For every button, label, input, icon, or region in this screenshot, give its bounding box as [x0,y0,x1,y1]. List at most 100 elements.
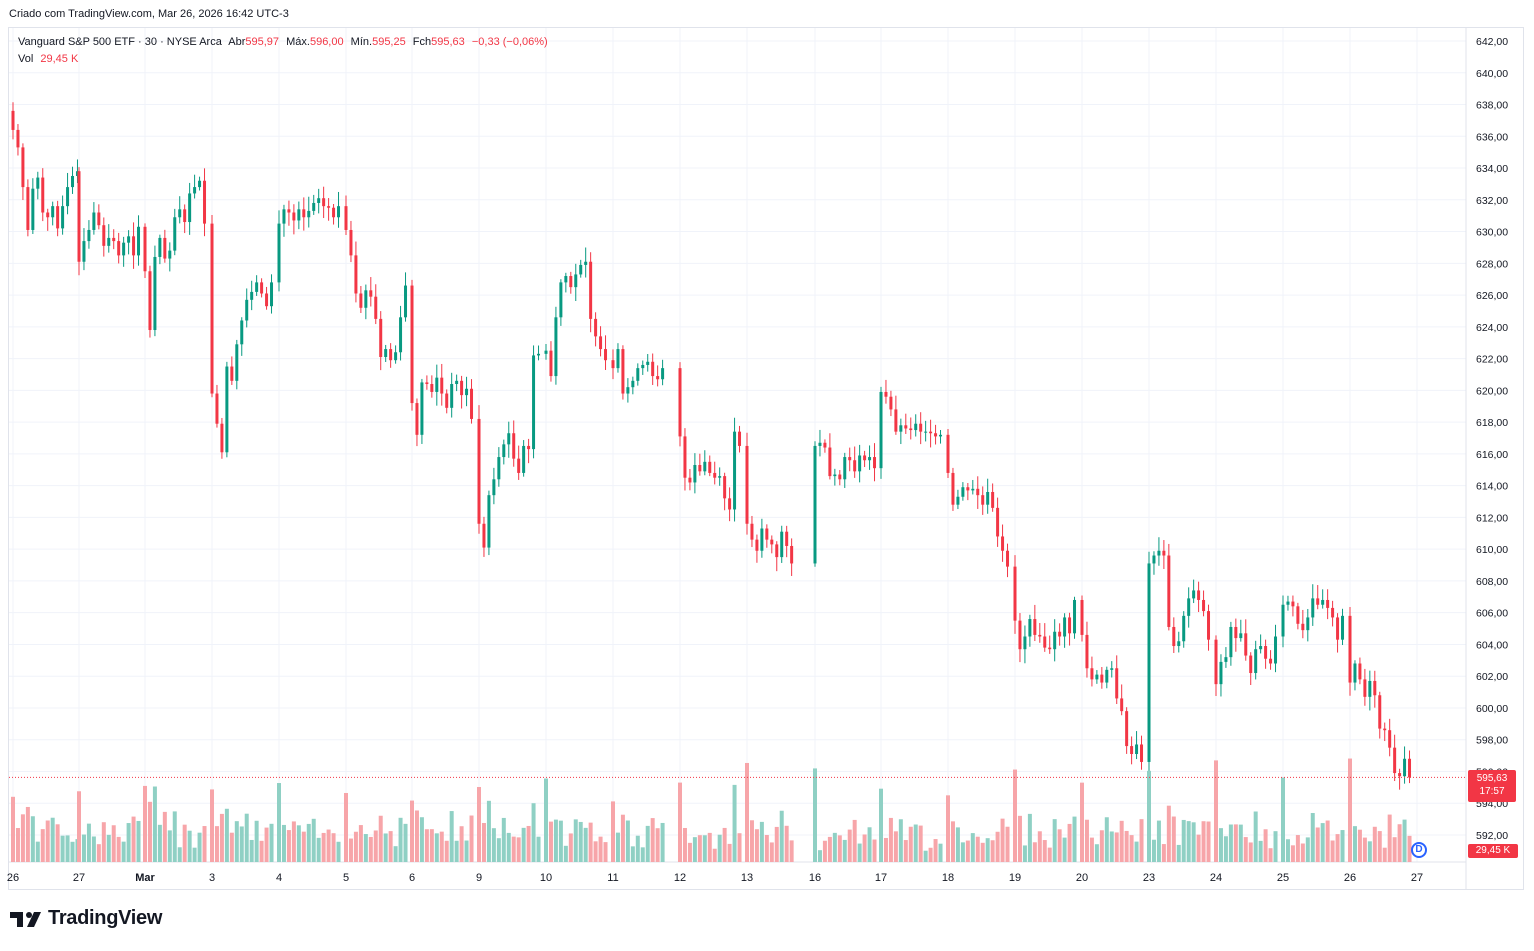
candle-body [723,476,727,499]
candle-body [168,250,172,259]
volume-bar [611,801,615,862]
candle-body [477,418,481,524]
attribution-text: Criado com TradingView.com, Mar 26, 2026… [9,8,289,20]
candle-body [87,229,91,242]
volume-bar [1300,843,1305,862]
candle-body [765,528,769,540]
volume-bar [254,820,259,862]
candle-body [51,206,55,218]
candle-body [884,391,888,397]
candle-body [1234,626,1238,639]
volume-bar [879,788,883,862]
candle-body [1033,619,1037,635]
volume-bar [1196,834,1201,862]
candle-body [71,175,75,188]
volume-bar [1166,805,1171,862]
volume-bar [234,821,239,862]
candle-body [440,377,444,394]
volume-bar [1315,827,1320,862]
candle-body [107,237,111,246]
x-tick-label: 6 [409,872,415,884]
candle-body [688,477,692,483]
dividends-marker[interactable]: D [1411,842,1427,858]
volume-bar [1377,831,1382,862]
volume-bar [55,824,60,862]
candle-body [56,206,60,229]
volume-bar [759,821,764,862]
volume-bar [291,821,296,862]
candle-body [97,212,101,226]
volume-bar [81,834,86,862]
volume-bar [454,840,459,862]
volume-bar [197,832,202,862]
candle-body [82,241,86,262]
candle-body [482,523,486,548]
x-tick-label: 27 [73,872,85,884]
volume-bar [563,845,568,862]
candle-body [1130,746,1134,755]
candle-body [75,171,79,176]
volume-bar [1119,820,1124,862]
candle-body [956,496,960,505]
candle-body [527,445,531,450]
volume-bar [101,822,106,862]
volume-bar [96,844,101,862]
volume-bar [326,829,331,862]
volume-bar [692,837,697,862]
candle-body [21,147,25,188]
volume-bar [573,819,578,862]
candle-body [1090,668,1094,680]
y-tick-label: 602,00 [1476,671,1508,683]
candle-body [1393,747,1397,774]
candle-body [359,293,363,308]
candle-body [939,434,943,437]
volume-bar [224,808,229,862]
volume-bar [167,830,172,862]
candle-body [894,409,898,432]
candle-body [203,180,207,224]
volume-bar [928,847,933,862]
candle-body [1085,634,1089,669]
candle-body [148,271,152,331]
candle-body [265,293,269,307]
candle-body [188,193,192,223]
candle-body [404,285,408,318]
volume-bar [832,832,837,862]
candle-body [1182,615,1186,642]
candle-body [92,212,96,230]
y-tick-label: 608,00 [1476,576,1508,588]
y-tick-label: 634,00 [1476,163,1508,175]
candle-body [455,380,459,385]
volume-bar [548,821,553,862]
candle-body [46,212,50,218]
candle-body [36,177,40,189]
volume-bar [1062,837,1067,862]
candle-body [750,523,754,540]
candle-body [728,498,732,510]
volume-bar [1037,831,1042,862]
candle-body [158,237,162,257]
symbol-name[interactable]: Vanguard S&P 500 ETF · 30 · NYSE Arca [18,36,222,48]
candle-body [946,434,950,473]
volume-bar [1129,835,1134,862]
volume-bar [311,818,316,862]
tradingview-logo[interactable]: TradingView [10,907,162,930]
volume-bar [1057,829,1062,862]
candle-body [1291,601,1295,607]
candle-body [1147,563,1151,762]
y-tick-label: 616,00 [1476,449,1508,461]
candle-body [996,507,1000,537]
candle-body [354,255,358,294]
x-tick-label: 18 [942,872,954,884]
volume-bar [779,810,784,862]
candle-body [1197,590,1201,600]
volume-bar [481,822,486,862]
volume-bar [383,833,388,862]
candle-body [137,226,141,256]
candle-body [1172,626,1176,647]
volume-value: 29,45 K [40,53,79,65]
x-tick-label: 16 [809,872,821,884]
volume-bar [1362,837,1367,862]
y-tick-label: 626,00 [1476,290,1508,302]
